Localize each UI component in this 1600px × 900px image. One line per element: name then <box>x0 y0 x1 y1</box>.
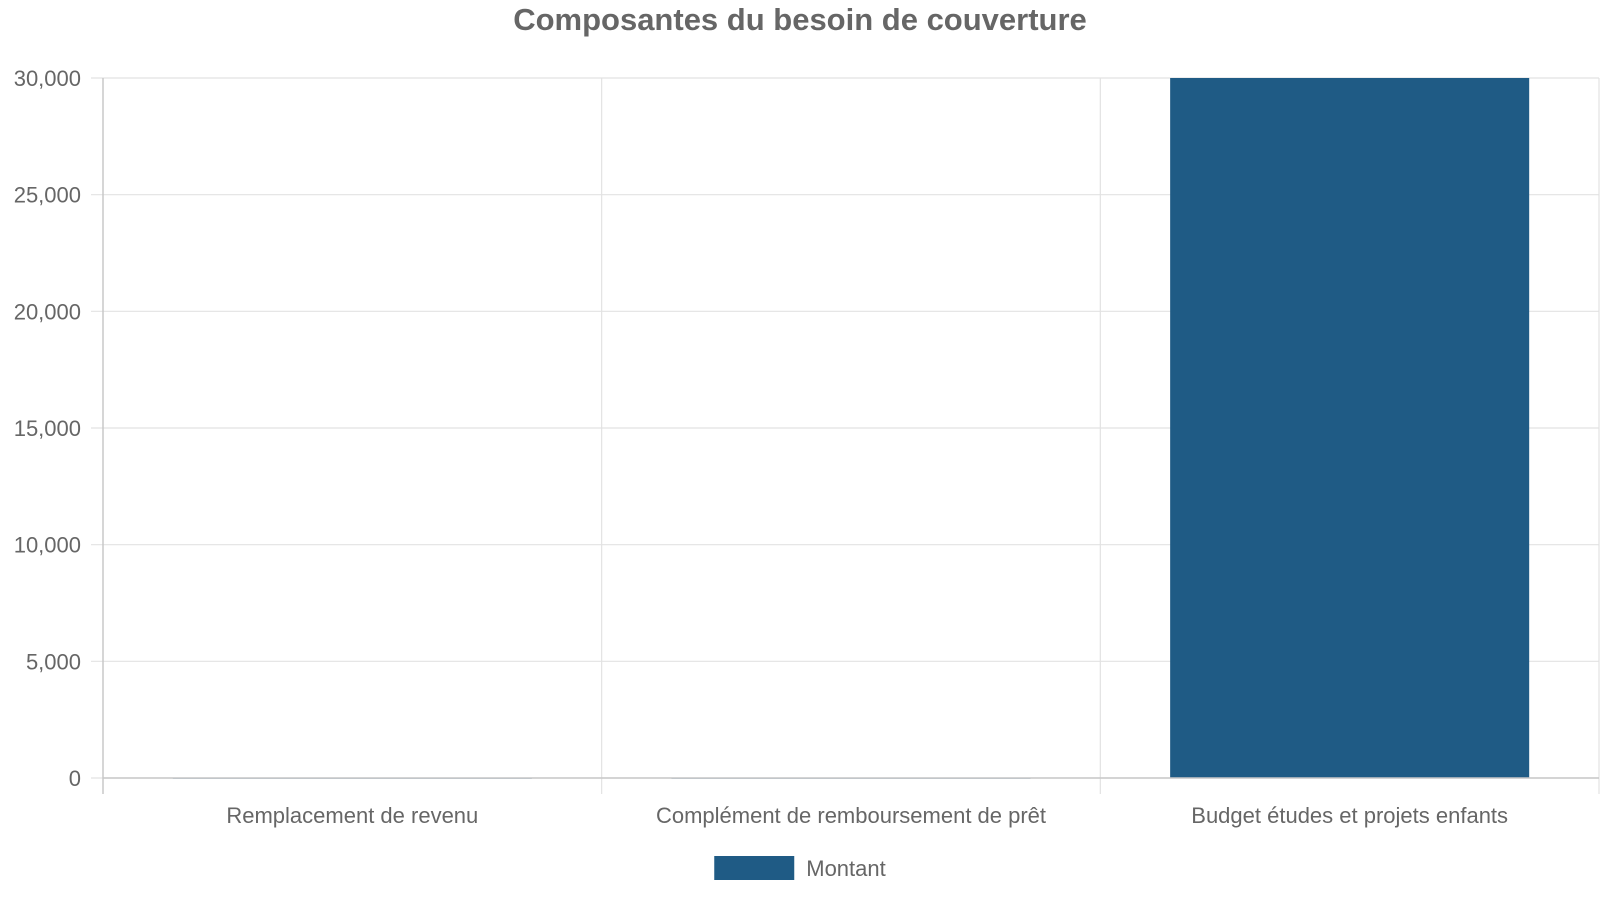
x-tick-label: Budget études et projets enfants <box>1191 803 1508 828</box>
y-tick-label: 0 <box>69 766 81 791</box>
y-tick-label: 5,000 <box>26 649 81 674</box>
legend[interactable]: Montant <box>714 856 886 881</box>
grid-layer <box>91 77 1600 794</box>
y-tick-label: 30,000 <box>14 66 81 91</box>
legend-label[interactable]: Montant <box>806 856 886 881</box>
legend-swatch[interactable] <box>714 856 795 880</box>
y-tick-label: 20,000 <box>14 299 81 324</box>
x-tick-label: Remplacement de revenu <box>226 803 478 828</box>
axis-layer: 0 5,000 10,000 15,000 20,000 25,000 30,000 Remp… <box>14 66 1599 828</box>
x-tick-label: Complément de remboursement de prêt <box>656 803 1046 828</box>
y-tick-label: 25,000 <box>14 183 81 208</box>
bar[interactable] <box>1170 78 1530 778</box>
y-tick-label: 15,000 <box>14 416 81 441</box>
chart-title: Composantes du besoin de couverture <box>513 2 1087 37</box>
y-tick-label: 10,000 <box>14 533 81 558</box>
